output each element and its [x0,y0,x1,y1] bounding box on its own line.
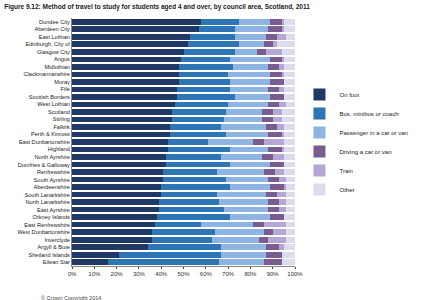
svg-text:North Ayrshire: North Ayrshire [35,154,70,160]
svg-text:© Crown Copyright 2014: © Crown Copyright 2014 [41,295,101,300]
svg-text:10%: 10% [88,271,101,277]
svg-text:Train: Train [339,168,352,174]
svg-text:Eilean Siar: Eilean Siar [43,259,70,265]
svg-text:Stirling: Stirling [53,116,70,122]
svg-text:Scotland: Scotland [48,109,70,115]
svg-text:Falkirk: Falkirk [53,124,70,130]
svg-text:Scottish Borders: Scottish Borders [29,94,70,100]
svg-text:Shetland Islands: Shetland Islands [29,252,71,258]
svg-text:Orkney Islands: Orkney Islands [33,214,71,220]
svg-text:90%: 90% [267,271,280,277]
svg-text:On foot: On foot [339,92,359,98]
svg-text:Midlothian: Midlothian [44,64,70,70]
svg-text:South Lanarkshire: South Lanarkshire [24,192,69,198]
svg-text:Angus: Angus [54,56,70,62]
svg-text:50%: 50% [177,271,190,277]
svg-text:Clackmannanshire: Clackmannanshire [24,71,70,77]
svg-text:Glasgow City: Glasgow City [37,49,70,55]
svg-text:30%: 30% [133,271,146,277]
svg-text:East Dunbartonshire: East Dunbartonshire [19,139,70,145]
svg-text:Aberdeenshire: Aberdeenshire [33,184,69,190]
svg-text:60%: 60% [200,271,213,277]
svg-text:East Renfrewshire: East Renfrewshire [24,222,70,228]
svg-text:Passenger in a car or van: Passenger in a car or van [339,130,407,136]
svg-text:Driving a car or van: Driving a car or van [339,149,391,155]
svg-text:East Lothian: East Lothian [39,34,70,40]
svg-text:West Lothian: West Lothian [37,101,70,107]
svg-text:Highland: Highland [48,146,70,152]
svg-text:40%: 40% [155,271,168,277]
svg-text:100%: 100% [287,271,303,277]
svg-text:Dundee City: Dundee City [39,19,70,25]
svg-text:East Ayrshire: East Ayrshire [37,207,70,213]
svg-text:80%: 80% [244,271,257,277]
svg-text:Figure 9.12: Method of travel: Figure 9.12: Method of travel to study f… [4,3,310,11]
svg-text:Renfrewshire: Renfrewshire [37,169,70,175]
svg-text:Aberdeen City: Aberdeen City [34,26,70,32]
svg-text:North Lanarkshire: North Lanarkshire [25,199,69,205]
svg-text:South Ayrshire: South Ayrshire [34,177,70,183]
svg-text:Inverclyde: Inverclyde [44,237,70,243]
svg-text:Perth & Kinross: Perth & Kinross [31,131,70,137]
svg-text:0%: 0% [68,271,77,277]
svg-text:20%: 20% [111,271,124,277]
svg-text:West Dunbartonshire: West Dunbartonshire [17,229,69,235]
svg-text:Fife: Fife [61,86,70,92]
svg-text:Moray: Moray [54,79,70,85]
svg-text:Dumfries & Galloway: Dumfries & Galloway [18,162,70,168]
svg-text:70%: 70% [222,271,235,277]
svg-text:Edinburgh, City of: Edinburgh, City of [25,41,70,47]
svg-text:Other: Other [339,187,354,193]
svg-text:Bus, minibus or coach: Bus, minibus or coach [339,111,398,117]
svg-text:Argyll & Bute: Argyll & Bute [38,244,70,250]
